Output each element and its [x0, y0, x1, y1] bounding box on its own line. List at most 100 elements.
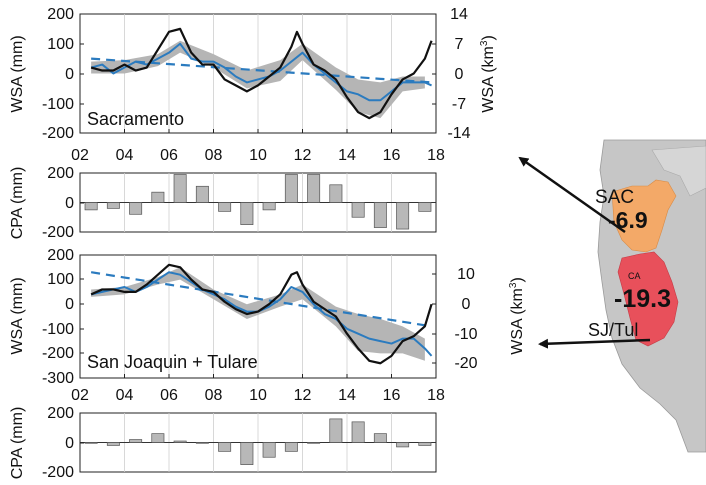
y-tick-label: -100	[42, 321, 74, 338]
y2-tick-label: -10	[454, 326, 477, 343]
y2-tick-label: -14	[447, 125, 470, 142]
x-tick-label: 18	[427, 147, 445, 164]
sjtul-cpa-panel: 200 0 -200 CPA (mm)	[9, 405, 437, 481]
bar	[351, 202, 365, 218]
y-tick-label: -200	[42, 464, 74, 481]
bar	[329, 418, 343, 443]
y-tick-label: 0	[65, 66, 74, 83]
bar	[396, 202, 410, 230]
y-tick-label: -200	[42, 125, 74, 142]
x-tick-label: 10	[249, 387, 267, 404]
y-axis-label: CPA (mm)	[9, 407, 26, 480]
map-value-sac: -6.9	[608, 207, 648, 233]
arrow-sjtul-to-panel	[538, 338, 651, 349]
bar	[84, 442, 98, 444]
bar	[240, 202, 254, 225]
sacramento-cpa-panel: 200 0 -200 CPA (mm)	[9, 165, 437, 241]
y2-tick-label: 7	[455, 36, 464, 53]
x-tick-label: 16	[383, 387, 401, 404]
bar	[106, 202, 120, 209]
map-sacramento-region	[611, 179, 677, 253]
map-label-ca: CA	[628, 271, 641, 281]
panel-label-sacramento: Sacramento	[87, 109, 184, 129]
y2-tick-label: 0	[462, 296, 471, 313]
x-tick-label: 02	[71, 387, 89, 404]
panel-label-sjtul: San Joaquin + Tulare	[87, 352, 258, 372]
y-tick-label: 200	[47, 405, 74, 422]
bar	[195, 442, 209, 444]
bar	[129, 439, 143, 443]
y-tick-label: 100	[47, 271, 74, 288]
y-tick-label: 0	[65, 195, 74, 212]
x-tick-label: 02	[71, 147, 89, 164]
bar	[218, 442, 232, 452]
x-tick-label: 14	[338, 387, 356, 404]
bar	[151, 191, 165, 203]
y-tick-label: 200	[47, 6, 74, 23]
trend-line	[90, 271, 432, 328]
bar	[418, 442, 432, 446]
y2-axis-label: WSA (km3)	[479, 35, 497, 113]
trend-line	[91, 57, 432, 84]
bar	[351, 421, 365, 443]
bar	[173, 174, 187, 203]
x-tick-label: 06	[160, 147, 178, 164]
sacramento-wsa-panel: 200 100 0 -100 -200 14 7 0 -7 -14 02 04 06 08 10 12 14 16…	[9, 6, 497, 164]
y2-axis-label: WSA (km3)	[508, 277, 526, 355]
y2-tick-label: -7	[452, 96, 466, 113]
bar	[284, 174, 298, 203]
x-tick-label: 08	[205, 387, 223, 404]
y-tick-label: 200	[47, 165, 74, 182]
x-tick-label: 04	[116, 387, 134, 404]
bar	[396, 442, 410, 448]
x-tick-label: 12	[294, 147, 312, 164]
bar	[262, 442, 276, 458]
x-tick-label: 08	[205, 147, 223, 164]
california-map: SAC -6.9 CA -19.3 SJ/Tul	[588, 139, 706, 453]
bar	[84, 202, 98, 211]
observed-series-line	[90, 263, 433, 365]
y-tick-label: -100	[42, 96, 74, 113]
bar	[106, 442, 120, 446]
bar	[418, 202, 432, 212]
bar	[195, 185, 209, 203]
bar	[373, 433, 387, 443]
x-tick-label: 04	[116, 147, 134, 164]
map-value-sjtul: -19.3	[614, 285, 671, 313]
y-tick-label: -300	[42, 370, 74, 387]
y-tick-label: -200	[42, 224, 74, 241]
bar	[307, 442, 321, 444]
y-axis-label: WSA (mm)	[9, 35, 26, 112]
bar	[262, 202, 276, 211]
x-tick-label: 12	[294, 387, 312, 404]
y-axis-label: CPA (mm)	[9, 167, 26, 240]
y2-tick-label: -20	[454, 355, 477, 372]
arrow-sac-to-panel	[518, 156, 626, 234]
y-tick-label: 200	[47, 247, 74, 264]
y-tick-label: 0	[65, 435, 74, 452]
y2-tick-label: 10	[457, 266, 475, 283]
x-tick-label: 06	[160, 387, 178, 404]
y-tick-label: -200	[42, 345, 74, 362]
map-sjtul-region	[617, 251, 679, 347]
uncertainty-band	[91, 267, 425, 361]
bar	[307, 174, 321, 203]
y-tick-label: 100	[47, 36, 74, 53]
map-label-sac: SAC	[595, 187, 634, 208]
x-tick-label: 14	[338, 147, 356, 164]
bar	[218, 202, 232, 212]
bar	[173, 440, 187, 443]
map-oregon	[651, 145, 706, 197]
bar	[240, 442, 254, 465]
bar	[373, 202, 387, 228]
y2-tick-label: 14	[450, 6, 468, 23]
x-tick-label: 16	[383, 147, 401, 164]
y-tick-label: 0	[65, 296, 74, 313]
bar	[284, 442, 298, 452]
y2-tick-label: 0	[455, 66, 464, 83]
observed-series-line	[90, 27, 433, 120]
bar	[129, 202, 143, 215]
x-tick-label: 18	[427, 387, 445, 404]
